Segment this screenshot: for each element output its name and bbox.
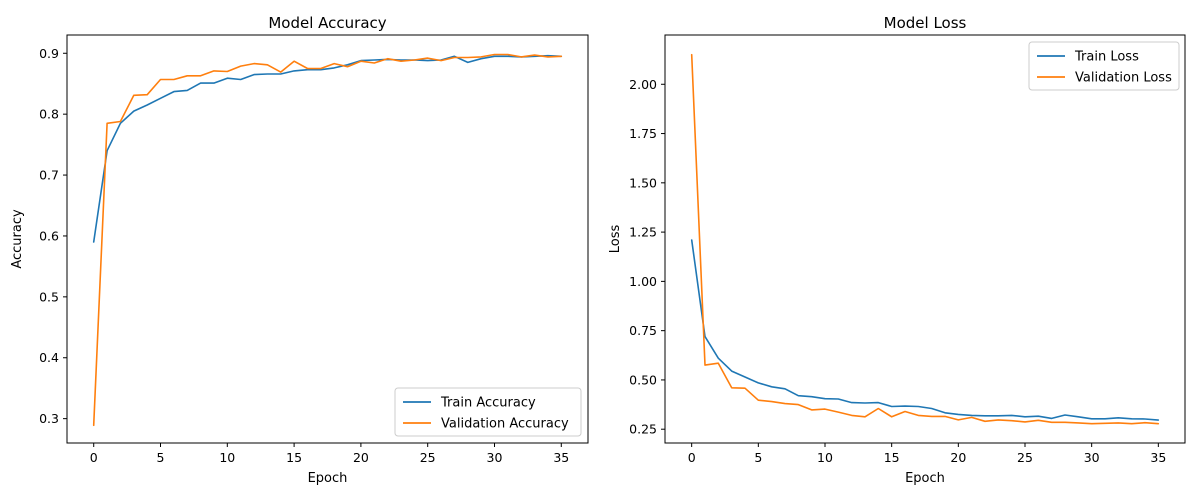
legend-label: Train Accuracy: [440, 396, 536, 411]
legend-label: Validation Accuracy: [441, 417, 569, 432]
x-tick-label: 15: [884, 450, 900, 465]
chart-title: Model Accuracy: [268, 14, 386, 32]
legend-box: [394, 387, 582, 437]
y-tick-label: 0.75: [629, 323, 657, 338]
y-tick-label: 0.5: [39, 289, 59, 304]
y-tick-label: 0.6: [39, 228, 59, 243]
y-axis-label: Accuracy: [10, 209, 25, 269]
chart-panel-2: 0 5 10 15 20 25 30 35 0.25 0.50 0.75 1.00 1.25 1.50 1.…: [608, 14, 1186, 486]
y-tick-label: 0.8: [39, 107, 59, 122]
x-tick-label: 10: [817, 450, 833, 465]
x-tick-label: 25: [1017, 450, 1033, 465]
x-tick-label: 0: [90, 450, 98, 465]
series-line-validation-loss: [690, 53, 1160, 425]
x-axis-label: Epoch: [308, 471, 348, 486]
x-tick-label: 5: [157, 450, 165, 465]
legend-label: Validation Loss: [1075, 71, 1172, 86]
y-tick-label: 1.75: [629, 126, 657, 141]
legend: Train Loss Validation Loss: [1028, 41, 1180, 91]
x-tick-label: 5: [754, 450, 762, 465]
x-tick-label: 15: [286, 450, 302, 465]
y-tick-label: 1.00: [629, 274, 657, 289]
x-tick-label: 20: [950, 450, 966, 465]
chart-panel-1: 0 5 10 15 20 25 30 35 0.3 0.4 0.5 0.6 0.7 0.8 0.9 Model…: [10, 14, 589, 486]
x-tick-label: 25: [420, 450, 436, 465]
series-line-validation-accuracy: [92, 53, 563, 427]
legend-label: Train Loss: [1074, 50, 1139, 65]
y-axis-label: Loss: [608, 225, 623, 254]
legend-box: [1028, 41, 1180, 91]
plot-frame: [66, 34, 589, 444]
y-tick-label: 0.4: [39, 350, 59, 365]
chart-title: Model Loss: [884, 14, 967, 32]
y-tick-label: 2.00: [629, 77, 657, 92]
series-line-train-accuracy: [92, 54, 563, 243]
y-tick-label: 0.9: [39, 46, 59, 61]
x-axis-label: Epoch: [905, 471, 945, 486]
x-tick-label: 20: [353, 450, 369, 465]
legend: Train Accuracy Validation Accuracy: [394, 387, 582, 437]
y-tick-label: 1.25: [629, 225, 657, 240]
y-tick-label: 0.3: [39, 411, 59, 426]
y-tick-label: 0.25: [629, 422, 657, 437]
series-line-train-loss: [690, 239, 1160, 421]
x-tick-label: 10: [219, 450, 235, 465]
y-tick-label: 0.50: [629, 372, 657, 387]
x-tick-label: 30: [487, 450, 503, 465]
x-tick-label: 0: [688, 450, 696, 465]
x-tick-label: 35: [1150, 450, 1166, 465]
y-tick-label: 0.7: [39, 168, 59, 183]
x-tick-label: 35: [553, 450, 569, 465]
y-tick-label: 1.50: [629, 175, 657, 190]
x-tick-label: 30: [1084, 450, 1100, 465]
plot-frame: [664, 34, 1186, 444]
